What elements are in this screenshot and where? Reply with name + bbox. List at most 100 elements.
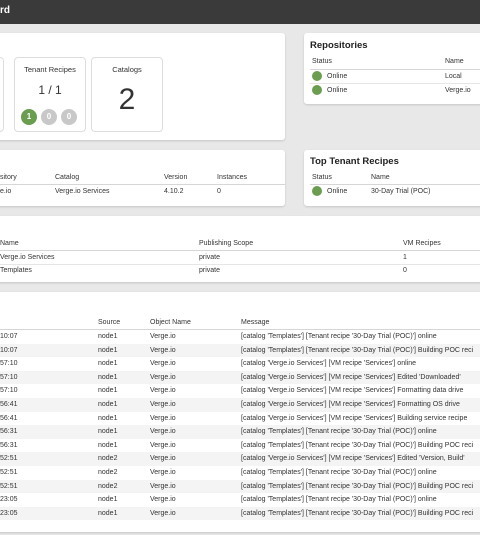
log-source: node1 <box>98 333 118 340</box>
log-object-name: Verge.io <box>150 428 176 436</box>
log-time: 57:10 <box>0 387 18 395</box>
log-table-body: 10:07 node1 Verge.io [catalog 'Templates'] … <box>0 330 480 530</box>
repo-name[interactable]: Local <box>445 73 462 80</box>
stat-value: 2 <box>118 83 136 116</box>
col-version: Version <box>164 174 188 181</box>
catalog-scope: private <box>199 267 221 274</box>
log-row[interactable]: 23:05 node1 Verge.io [catalog 'Templates'] … <box>0 506 480 521</box>
log-row[interactable]: 52:51 node2 Verge.io [catalog 'Templates'] … <box>0 466 480 480</box>
col-vm-recipes: VM Recipes <box>403 240 441 247</box>
log-source: node1 <box>98 428 118 436</box>
catalog-vm-recipes: 1 <box>403 254 407 261</box>
recipe-status: Online <box>327 188 348 195</box>
vm-recipes-card: sitory Catalog Version Instances e.io Ve… <box>0 150 285 206</box>
log-time: 23:05 <box>0 509 18 517</box>
top-tenant-recipes-card: Top Tenant Recipes Status Name Online 30… <box>304 150 480 206</box>
log-message: [catalog 'Verge.io Services'] [VM recipe… <box>241 414 468 422</box>
log-object-name: Verge.io <box>150 496 176 504</box>
cell-catalog[interactable]: Verge.io Services <box>55 188 110 195</box>
stat-value: 1 / 1 <box>38 83 62 97</box>
log-object-name: Verge.io <box>150 414 176 422</box>
log-message: [catalog 'Verge.io Services'] [VM recipe… <box>241 455 465 463</box>
log-message: [catalog 'Templates'] [Tenant recipe '30… <box>241 441 474 449</box>
log-row[interactable]: 57:10 node1 Verge.io [catalog 'Verge.io Ser… <box>0 384 480 398</box>
catalog-name[interactable]: Verge.io Services <box>0 254 55 261</box>
cell-instances: 0 <box>217 188 221 195</box>
header-divider <box>310 184 480 185</box>
log-message: [catalog 'Verge.io Services'] [VM recipe… <box>241 387 464 395</box>
log-message: [catalog 'Templates'] [Tenant recipe '30… <box>241 482 474 490</box>
status-online-icon <box>312 186 322 196</box>
log-time: 57:10 <box>0 360 18 368</box>
repo-name[interactable]: Verge.io <box>445 87 471 94</box>
log-source: node1 <box>98 387 118 395</box>
log-message: [catalog 'Templates'] [Tenant recipe '30… <box>241 333 437 340</box>
stat-box-partial[interactable] <box>0 57 4 132</box>
log-object-name: Verge.io <box>150 469 176 476</box>
log-row[interactable]: 23:05 node1 Verge.io [catalog 'Templates'] … <box>0 493 480 507</box>
col-object-name: Object Name <box>150 319 191 326</box>
log-row[interactable]: 10:07 node1 Verge.io [catalog 'Templates'] … <box>0 330 480 344</box>
status-online-icon <box>312 85 322 95</box>
log-source: node1 <box>98 346 118 354</box>
log-source: node1 <box>98 360 118 368</box>
repo-status: Online <box>327 73 348 80</box>
col-repository: sitory <box>0 174 17 181</box>
log-row[interactable]: 52:51 node2 Verge.io [catalog 'Verge.io Ser… <box>0 452 480 466</box>
col-name: Name <box>371 174 390 181</box>
log-message: [catalog 'Templates'] [Tenant recipe '30… <box>241 346 474 354</box>
log-message: [catalog 'Templates'] [Tenant recipe '30… <box>241 428 437 436</box>
col-catalog: Catalog <box>55 174 80 181</box>
log-row[interactable]: 56:31 node1 Verge.io [catalog 'Templates'] … <box>0 439 480 453</box>
log-row[interactable]: 56:41 node1 Verge.io [catalog 'Verge.io Ser… <box>0 398 480 412</box>
log-message: [catalog 'Verge.io Services'] [VM recipe… <box>241 401 460 408</box>
log-object-name: Verge.io <box>150 509 176 517</box>
log-time: 56:31 <box>0 428 18 436</box>
log-time: 10:07 <box>0 333 18 340</box>
recipe-name[interactable]: 30-Day Trial (POC) <box>371 188 431 195</box>
log-source: node1 <box>98 373 118 381</box>
row-divider <box>0 264 480 265</box>
col-status: Status <box>312 58 332 65</box>
repositories-card: Repositories Status Name Online Local On… <box>304 33 480 104</box>
log-row[interactable]: 57:10 node1 Verge.io [catalog 'Verge.io Ser… <box>0 357 480 371</box>
badge-error: 0 <box>61 109 77 125</box>
log-source: node1 <box>98 414 118 422</box>
log-source: node1 <box>98 441 118 449</box>
log-object-name: Verge.io <box>150 441 176 449</box>
col-name: Name <box>445 58 464 65</box>
log-object-name: Verge.io <box>150 373 176 381</box>
page-title: rd <box>0 5 10 16</box>
log-source: node2 <box>98 469 118 476</box>
repositories-title: Repositories <box>310 40 368 51</box>
col-message: Message <box>241 319 270 326</box>
summary-card: Tenant Recipes 1 / 1 1 0 0 Catalogs 2 <box>0 33 285 140</box>
col-name: Name <box>0 240 19 247</box>
catalog-name[interactable]: Templates <box>0 267 32 274</box>
log-row[interactable]: 52:51 node2 Verge.io [catalog 'Templates'] … <box>0 479 480 494</box>
log-source: node1 <box>98 496 118 504</box>
log-row[interactable]: 57:10 node1 Verge.io [catalog 'Verge.io Ser… <box>0 370 480 385</box>
log-object-name: Verge.io <box>150 455 176 463</box>
log-object-name: Verge.io <box>150 401 176 408</box>
log-source: node1 <box>98 509 118 517</box>
log-message: [catalog 'Templates'] [Tenant recipe '30… <box>241 509 474 517</box>
stat-tenant-recipes[interactable]: Tenant Recipes 1 / 1 1 0 0 <box>14 57 86 132</box>
stat-catalogs[interactable]: Catalogs 2 <box>91 57 163 132</box>
cell-version: 4.10.2 <box>164 188 184 195</box>
status-online-icon <box>312 71 322 81</box>
col-source: Source <box>98 319 121 326</box>
top-bar: rd <box>0 0 480 24</box>
repo-status: Online <box>327 87 348 94</box>
log-row[interactable]: 56:31 node1 Verge.io [catalog 'Templates'] … <box>0 425 480 439</box>
log-time: 23:05 <box>0 496 18 504</box>
cell-repository: e.io <box>0 188 12 195</box>
log-row[interactable]: 56:41 node1 Verge.io [catalog 'Verge.io Ser… <box>0 412 480 426</box>
log-object-name: Verge.io <box>150 482 176 490</box>
log-object-name: Verge.io <box>150 387 176 395</box>
badge-online: 1 <box>21 109 37 125</box>
log-source: node2 <box>98 455 118 463</box>
log-row[interactable]: 10:07 node1 Verge.io [catalog 'Templates'] … <box>0 343 480 358</box>
log-time: 10:07 <box>0 346 18 354</box>
header-divider <box>0 250 480 251</box>
